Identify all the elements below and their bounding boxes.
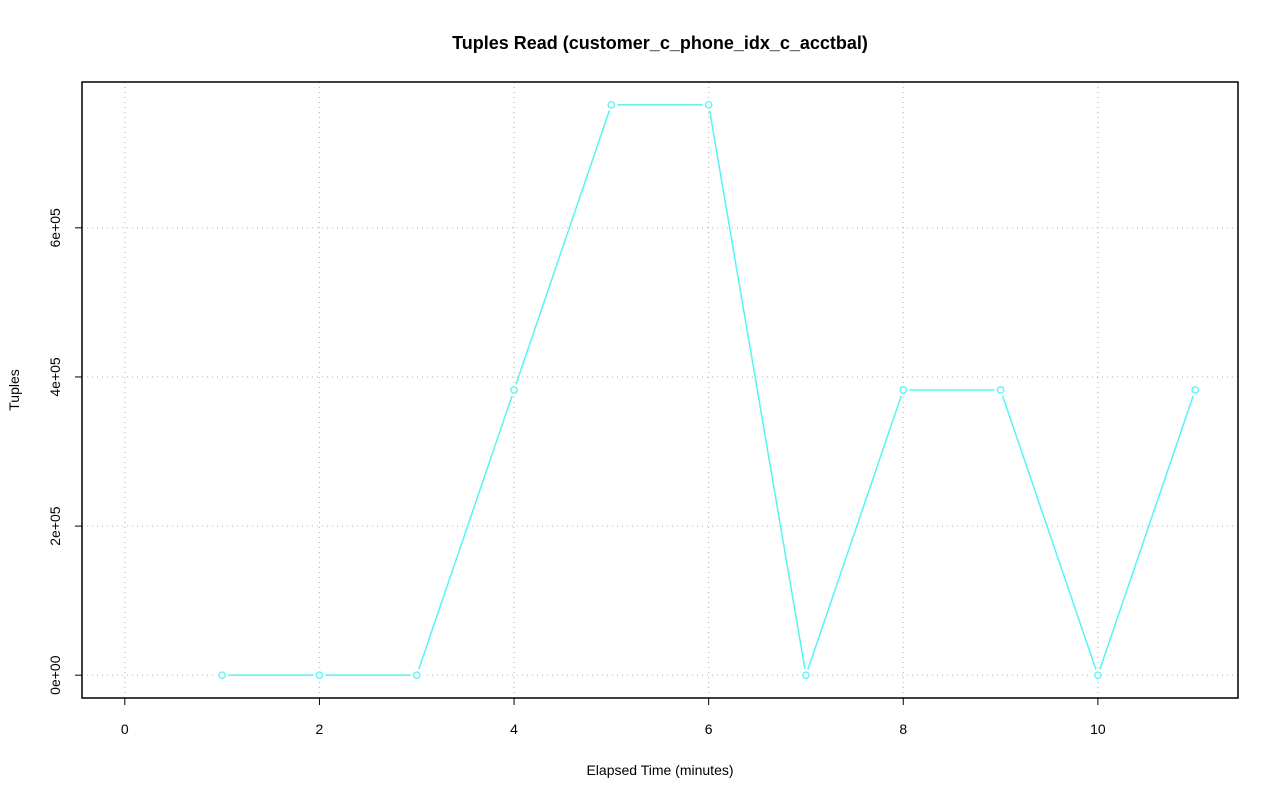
data-point bbox=[1191, 386, 1200, 394]
y-tick-label: 0e+00 bbox=[47, 655, 63, 695]
x-tick-label: 10 bbox=[1090, 721, 1106, 737]
data-point bbox=[607, 100, 616, 109]
y-axis-label: Tuples bbox=[6, 369, 22, 411]
x-axis-label: Elapsed Time (minutes) bbox=[586, 762, 733, 778]
chart-title: Tuples Read (customer_c_phone_idx_c_acct… bbox=[452, 33, 868, 53]
x-tick-label: 2 bbox=[316, 721, 324, 737]
data-point bbox=[510, 386, 518, 394]
data-point bbox=[218, 671, 226, 680]
data-point bbox=[315, 671, 324, 680]
data-point bbox=[704, 100, 713, 109]
plot-frame bbox=[81, 81, 1239, 699]
y-tick-label: 2e+05 bbox=[47, 506, 63, 546]
x-tick-label: 4 bbox=[510, 721, 518, 737]
data-point bbox=[996, 386, 1005, 394]
data-point bbox=[1094, 671, 1102, 680]
data-point bbox=[412, 671, 421, 680]
data-point bbox=[802, 671, 810, 680]
x-tick-label: 0 bbox=[121, 721, 129, 737]
y-tick-label: 6e+05 bbox=[47, 208, 63, 248]
y-tick-label: 4e+05 bbox=[47, 357, 63, 397]
x-tick-label: 8 bbox=[899, 721, 907, 737]
data-point bbox=[899, 386, 908, 394]
x-tick-label: 6 bbox=[705, 721, 713, 737]
